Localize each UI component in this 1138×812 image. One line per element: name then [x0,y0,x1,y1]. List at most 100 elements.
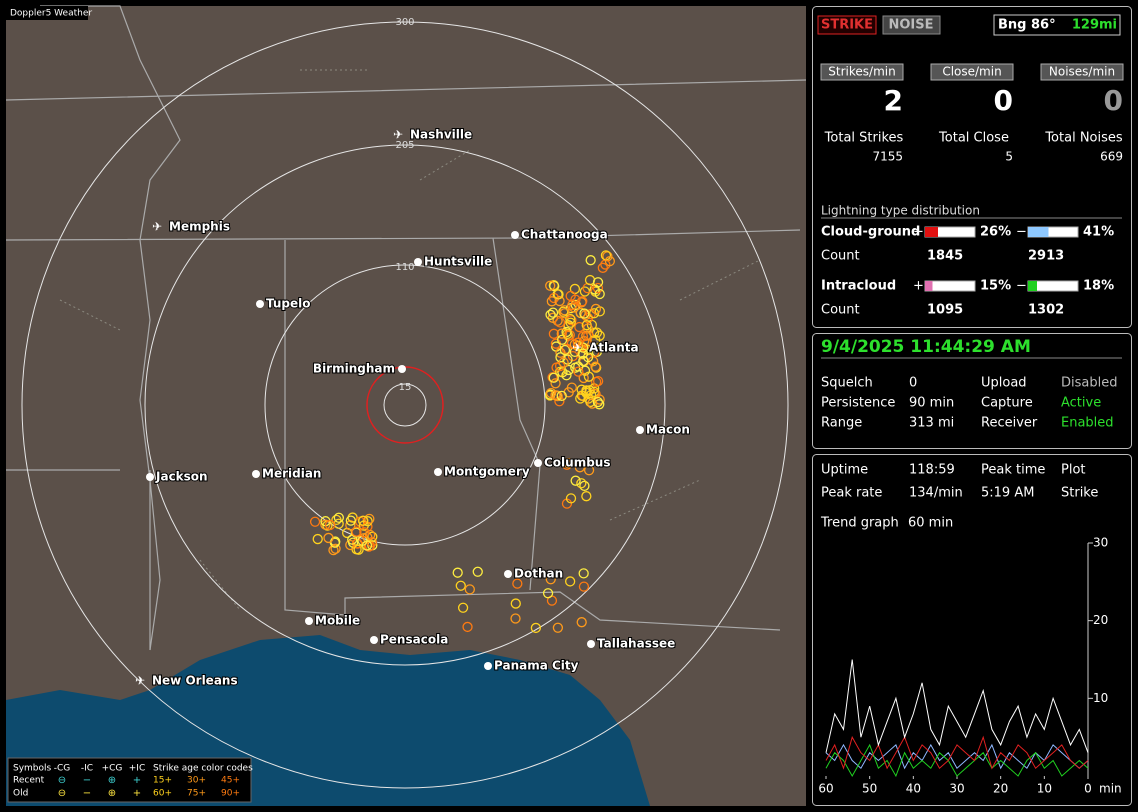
stat: 134/min [909,486,963,501]
cities: ✈ Nashville ✈ Memphis Chattanooga Huntsville T… [135,127,691,689]
city-label: Jackson [155,470,208,484]
city-dot [504,570,512,578]
strike-icon [568,302,580,313]
setting: 0 [909,376,917,391]
city-dot [305,617,313,625]
setting: Capture [981,396,1033,411]
legend-symbol: + [133,775,141,786]
legend-text: 45+ [221,776,240,786]
city-dot [511,231,519,239]
strike-icon [333,512,344,523]
bearing: Bng 86° [998,18,1056,33]
x-tick-label: 0 [1084,782,1092,796]
setting: Active [1061,396,1101,411]
strike-icon [578,372,589,384]
strike-icon [561,459,573,470]
strike-icon [578,355,589,367]
city-label: Panama City [494,659,579,673]
strike-icon [552,390,563,402]
rate-label: Strikes/min [828,65,895,79]
city-label: Montgomery [444,465,530,479]
strike-icon [550,378,561,389]
legend-text: -IC [81,764,93,774]
state-line [5,79,807,650]
strike-icon [455,580,466,591]
strike-icon [358,520,369,531]
strike-icon [578,581,590,592]
ring-label: 205 [395,140,414,151]
strike-icon [592,396,604,408]
legend-text: Recent [13,776,45,786]
strike-icon [361,540,373,551]
road [59,69,761,611]
city-label: Mobile [315,614,360,628]
strike-icon [565,317,576,328]
strike-icon [548,372,559,383]
legend-text: +IC [129,764,145,774]
pct-label: 26% [980,225,1011,240]
strike-icon [328,545,339,556]
strike-icon [594,288,605,300]
strikes [309,250,616,634]
rate-button[interactable] [820,63,904,81]
strike-icon [592,277,604,288]
city-label: Chattanooga [521,228,608,242]
ring [264,264,546,546]
legend-symbol: − [83,775,91,786]
rate-button[interactable] [1040,63,1124,81]
distance: 129mi [1072,18,1117,33]
strike-button[interactable] [817,15,877,35]
strike-icon [562,328,573,339]
city-label: Dothan [514,567,563,581]
strike-icon [583,371,595,382]
strike-icon [351,526,362,537]
legend-text: 15+ [153,776,172,786]
strike-icon [323,532,334,544]
total-value: 7155 [872,150,903,164]
strike-icon [544,389,556,400]
strike-icon [553,289,564,300]
stat: Strike [1061,486,1098,501]
legend-box [7,757,252,803]
strike-icon [345,539,356,551]
sign: − [1016,279,1027,294]
strike-icon [464,584,475,595]
button-text: STRIKE [821,18,873,33]
panel [812,333,1132,449]
strike-icon [565,493,577,504]
rate-value: 0 [994,84,1013,117]
count: 1095 [927,303,963,318]
rate-value: 2 [884,84,903,117]
bar [925,281,933,291]
strike-icon [359,527,370,538]
trend-line [825,743,1089,778]
strike-icon [367,531,378,542]
strike-icon [592,282,604,294]
stat: 118:59 [909,463,955,478]
strike-icon [585,396,596,408]
strike-icon [530,622,542,634]
count: 1845 [927,249,963,264]
legend-text: Strike age color codes [153,764,253,774]
legend-symbol: ⊖ [58,775,66,786]
panel [812,6,1132,328]
legend-symbol: + [133,788,141,799]
pct-label: 18% [1083,279,1114,294]
ring [144,144,666,666]
strike-icon [583,465,595,476]
button-text: NOISE [888,18,933,33]
strike-icon [576,617,587,628]
legend-text: 75+ [187,789,206,799]
strike-icon [564,576,576,587]
strike-icon [573,366,584,377]
noise-button[interactable] [882,15,941,35]
city-label: Atlanta [589,341,639,355]
strike-icon [510,598,521,609]
strike-icon [353,544,364,555]
rate-button[interactable] [930,63,1014,81]
legend-text: -CG [54,764,71,774]
strike-icon [570,475,581,486]
strike-icon [545,309,556,320]
strike-icon [559,305,570,316]
city-label: Nashville [410,128,472,142]
